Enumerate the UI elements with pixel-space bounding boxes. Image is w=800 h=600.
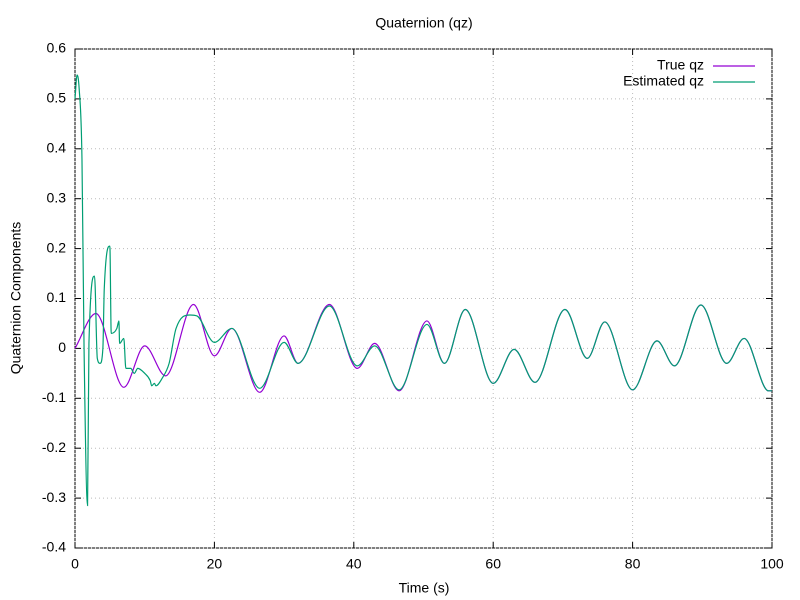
x-tick-label: 0 bbox=[71, 556, 79, 572]
y-axis-label: Quaternion Components bbox=[8, 222, 24, 375]
data-line bbox=[74, 74, 772, 507]
x-tick-label: 40 bbox=[346, 556, 362, 572]
x-tick-label: 100 bbox=[760, 556, 784, 572]
y-tick-label: 0.1 bbox=[47, 289, 67, 305]
x-tick-label: 80 bbox=[625, 556, 641, 572]
y-tick-label: -0.3 bbox=[42, 489, 66, 505]
y-tick-label: 0 bbox=[58, 339, 66, 355]
y-tick-label: 0.5 bbox=[47, 90, 67, 106]
y-tick-label: 0.2 bbox=[47, 239, 67, 255]
y-tick-label: -0.1 bbox=[42, 389, 66, 405]
chart-title: Quaternion (qz) bbox=[375, 15, 472, 31]
legend-label: True qz bbox=[657, 57, 704, 73]
x-axis-label: Time (s) bbox=[399, 580, 450, 596]
legend-label: Estimated qz bbox=[623, 73, 704, 89]
y-tick-label: 0.4 bbox=[47, 140, 67, 156]
y-tick-label: -0.2 bbox=[42, 439, 66, 455]
y-tick-label: 0.6 bbox=[47, 40, 67, 56]
x-tick-label: 20 bbox=[207, 556, 223, 572]
x-tick-label: 60 bbox=[485, 556, 501, 572]
y-tick-label: -0.4 bbox=[42, 539, 66, 555]
y-tick-label: 0.3 bbox=[47, 189, 67, 205]
